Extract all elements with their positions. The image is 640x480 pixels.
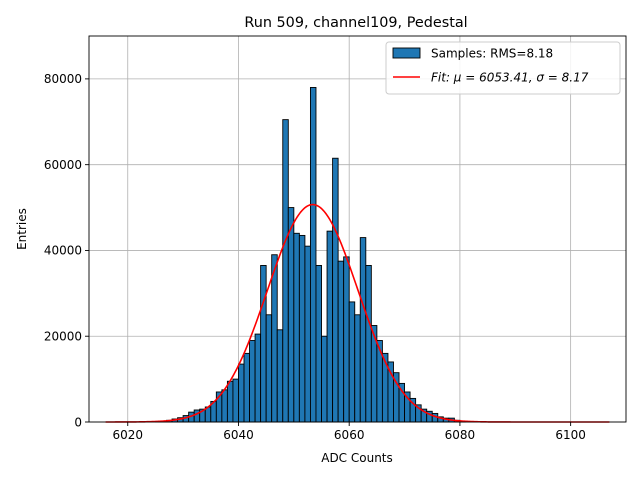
x-axis-label: ADC Counts [321,451,393,465]
histogram-bar [354,314,361,423]
y-axis-ticks: 0 20000 40000 60000 80000 [44,72,89,429]
histogram-bar [282,119,289,423]
x-axis-ticks: 6020 6040 6060 6080 6100 [112,422,586,442]
histogram-bar [238,363,245,423]
x-tick-label: 6020 [112,428,143,442]
histogram-bar [343,256,350,423]
histogram-bar [326,230,334,423]
histogram-bar [309,87,317,423]
histogram-bar [249,340,256,423]
legend-swatch-histogram [392,47,421,59]
histogram-bar [226,380,234,423]
histogram-bar [304,245,311,423]
histogram-bar [193,409,201,423]
legend: Samples: RMS=8.18 Fit: μ = 6053.41, σ = … [385,41,621,95]
y-tick-label: 60000 [44,158,82,172]
histogram-bar [332,157,339,423]
y-tick-label: 80000 [44,72,82,86]
histogram-bar [232,378,239,423]
histogram-bar [387,361,394,423]
histogram-bar [315,265,322,423]
histogram-bar [243,352,250,423]
histogram-bar [271,254,278,423]
histogram-bar [337,260,345,423]
legend-box [385,41,621,95]
histogram-bar [287,207,295,423]
x-tick-label: 6060 [334,428,365,442]
x-tick-label: 6080 [445,428,476,442]
x-tick-label: 6100 [555,428,586,442]
y-tick-label: 20000 [44,330,82,344]
histogram-bar [365,265,372,423]
histogram-bar [298,234,306,423]
legend-label-fit: Fit: μ = 6053.41, σ = 8.17 [431,71,589,85]
histogram-bar [293,232,300,423]
histogram-bar [348,301,356,423]
chart-title: Run 509, channel109, Pedestal [244,15,467,31]
histogram-bar [276,329,284,423]
y-tick-label: 40000 [44,244,82,258]
histogram-bar [265,314,273,423]
histogram-bar [260,265,267,423]
plot-frame [88,35,627,423]
y-axis-label: Entries [15,208,29,250]
y-tick-label: 0 [74,415,82,429]
histogram-bar [254,333,262,423]
histogram-bar [359,237,367,423]
legend-label-histogram: Samples: RMS=8.18 [431,47,553,61]
histogram-bar [381,352,389,423]
histogram-bar [221,389,228,423]
histogram-bar [321,335,328,423]
x-tick-label: 6040 [223,428,254,442]
